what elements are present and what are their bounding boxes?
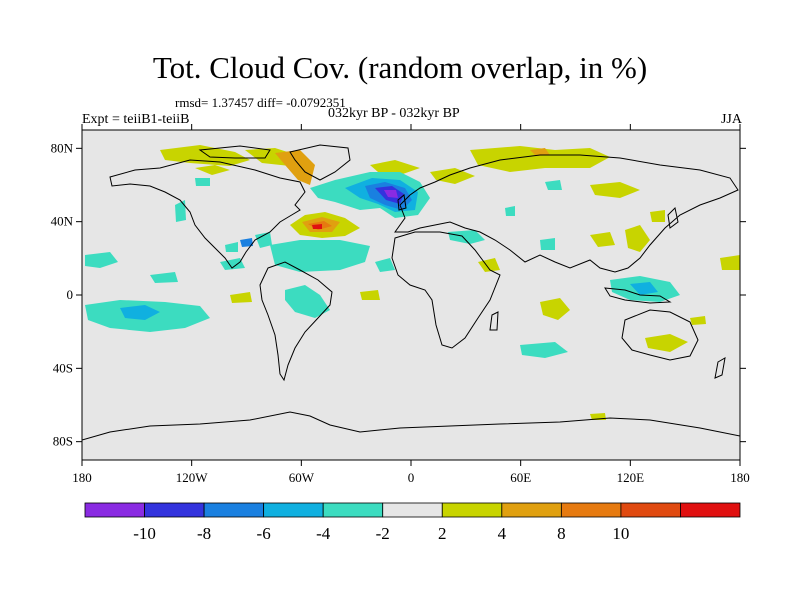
colorbar-label: 8 <box>557 524 566 543</box>
anomaly-region <box>285 285 330 318</box>
colorbar-label: -4 <box>316 524 331 543</box>
anomaly-region <box>520 342 568 358</box>
colorbar-swatch <box>322 502 384 518</box>
anomaly-region <box>590 182 640 198</box>
anomaly-region <box>275 150 315 185</box>
anomaly-contours <box>85 145 740 420</box>
anomaly-region <box>160 145 250 166</box>
coastline-arctic-islands <box>198 145 271 159</box>
lat-tick-label: 40N <box>51 214 74 229</box>
anomaly-region <box>540 238 555 250</box>
colorbar: -10 -8 -6 -4 -2 2 4 8 10 <box>84 502 741 543</box>
colorbar-swatch <box>441 502 503 518</box>
lat-tick-label: 40S <box>53 360 73 375</box>
experiment-label: Expt = teiiB1-teiiB <box>82 112 190 127</box>
coastline-uk <box>397 194 407 211</box>
colorbar-label: 10 <box>612 524 629 543</box>
stats-line: rmsd= 1.37457 diff= -0.0792351 <box>175 95 346 110</box>
anomaly-region <box>430 168 475 184</box>
coastline-new-zealand <box>714 357 726 379</box>
colorbar-swatch <box>144 502 205 518</box>
anomaly-region <box>545 180 562 190</box>
coastline-greenland <box>289 144 351 181</box>
anomaly-region <box>360 290 380 300</box>
lat-tick-label: 80N <box>51 140 74 155</box>
colorbar-swatch <box>382 502 443 518</box>
season-label: JJA <box>720 112 742 127</box>
anomaly-region <box>690 316 706 325</box>
anomaly-region <box>630 282 658 295</box>
anomaly-region <box>150 272 178 283</box>
anomaly-region <box>645 334 688 352</box>
colorbar-swatch <box>263 502 324 518</box>
colorbar-swatch <box>620 502 681 518</box>
colorbar-swatch <box>84 502 145 518</box>
colorbar-label: -8 <box>197 524 211 543</box>
coastline-eurasia <box>394 154 739 273</box>
anomaly-region <box>195 178 210 186</box>
anomaly-region <box>448 230 485 244</box>
anomaly-region <box>270 240 370 272</box>
colorbar-label: -10 <box>133 524 156 543</box>
anomaly-region <box>590 232 615 247</box>
lon-tick-label: 0 <box>408 470 415 485</box>
coastline-australia <box>621 309 699 361</box>
colorbar-swatch <box>680 502 741 518</box>
lon-tick-label: 180 <box>730 470 750 485</box>
lon-tick-label: 60E <box>510 470 531 485</box>
anomaly-region <box>312 224 322 229</box>
anomaly-region <box>195 165 230 175</box>
anomaly-region <box>120 305 160 320</box>
lat-tick-label: 80S <box>53 434 73 449</box>
colorbar-label: -6 <box>257 524 271 543</box>
colorbar-swatch <box>203 502 265 518</box>
lon-tick-label: 60W <box>289 470 315 485</box>
anomaly-region <box>370 160 420 175</box>
colorbar-label: -2 <box>376 524 390 543</box>
lon-tick-label: 180 <box>72 470 92 485</box>
anomaly-region <box>220 258 245 270</box>
anomaly-region <box>720 255 740 270</box>
period-label: 032kyr BP - 032kyr BP <box>328 106 460 121</box>
coastline-south-america <box>259 261 333 382</box>
coastline-japan <box>667 206 679 229</box>
anomaly-region <box>230 292 252 303</box>
anomaly-region <box>625 225 650 252</box>
anomaly-region <box>650 210 665 222</box>
plot-title: Tot. Cloud Cov. (random overlap, in %) <box>152 50 648 85</box>
coastlines <box>82 144 740 441</box>
coastline-antarctica <box>82 411 740 441</box>
colorbar-swatch <box>501 502 562 518</box>
anomaly-region <box>225 242 238 252</box>
anomaly-region <box>505 206 515 216</box>
lon-tick-label: 120W <box>176 470 209 485</box>
coastline-north-america <box>109 159 306 269</box>
coastline-madagascar <box>489 311 499 331</box>
anomaly-region <box>540 298 570 320</box>
anomaly-region <box>375 258 395 272</box>
anomaly-region <box>240 238 253 247</box>
coastline-indonesia <box>604 287 672 304</box>
anomaly-region <box>255 232 272 248</box>
lat-tick-label: 0 <box>67 287 74 302</box>
anomaly-region <box>530 148 550 156</box>
colorbar-swatch <box>560 502 622 518</box>
colorbar-label: 4 <box>498 524 507 543</box>
anomaly-region <box>384 190 398 198</box>
anomaly-region <box>470 146 610 172</box>
colorbar-label: 2 <box>438 524 447 543</box>
lon-tick-label: 120E <box>617 470 645 485</box>
map-axis-ticks: 80N 40N 0 40S 80S 180 120W 60W 0 60E 120E 180 <box>51 124 750 485</box>
coastline-africa <box>391 231 501 349</box>
anomaly-region <box>85 252 118 268</box>
anomaly-region <box>175 200 186 222</box>
